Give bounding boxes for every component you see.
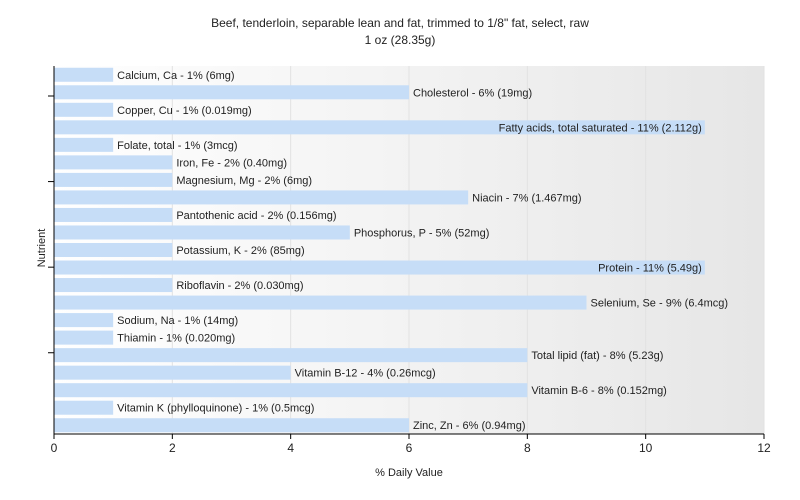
bar [54, 102, 114, 117]
bar [54, 295, 587, 310]
bar-label: Folate, total - 1% (3mcg) [117, 140, 237, 152]
bar-label: Iron, Fe - 2% (0.40mg) [176, 157, 287, 169]
bars-group: Calcium, Ca - 1% (6mg) Cholesterol - 6% (… [54, 67, 729, 433]
bar-label: Vitamin K (phylloquinone) - 1% (0.5mcg) [117, 403, 314, 415]
bar [54, 348, 528, 363]
bar-label: Sodium, Na - 1% (14mg) [117, 315, 238, 327]
bar-label: Copper, Cu - 1% (0.019mg) [117, 105, 252, 117]
x-tick-label: 0 [51, 441, 58, 455]
y-axis-label: Nutrient [36, 229, 48, 268]
bar-label: Pantothenic acid - 2% (0.156mg) [176, 210, 336, 222]
bar [54, 330, 114, 345]
bar [54, 400, 114, 415]
bar [54, 67, 114, 82]
bar-label: Vitamin B-12 - 4% (0.26mcg) [295, 368, 436, 380]
bar-label: Niacin - 7% (1.467mg) [472, 192, 581, 204]
bar [54, 120, 705, 135]
x-axis-label: % Daily Value [375, 467, 443, 479]
bar [54, 190, 469, 205]
x-tick-label: 4 [287, 441, 294, 455]
bar-label: Cholesterol - 6% (19mg) [413, 87, 532, 99]
x-tick-label: 8 [524, 441, 531, 455]
bar [54, 278, 173, 293]
x-tick-label: 10 [639, 441, 653, 455]
bar-label: Zinc, Zn - 6% (0.94mg) [413, 420, 525, 432]
bar [54, 418, 409, 433]
bar [54, 260, 705, 275]
bar [54, 137, 114, 152]
bar-label: Potassium, K - 2% (85mg) [176, 245, 304, 257]
bar-label: Protein - 11% (5.49g) [598, 263, 702, 275]
bar-label: Vitamin B-6 - 8% (0.152mg) [531, 385, 667, 397]
bar [54, 155, 173, 170]
bar [54, 383, 528, 398]
chart-title: Beef, tenderloin, separable lean and fat… [211, 16, 589, 30]
bar [54, 242, 173, 258]
chart-subtitle: 1 oz (28.35g) [365, 33, 436, 47]
axes-group: 0 2 4 6 8 10 12 [48, 66, 771, 455]
bar [54, 313, 114, 328]
x-tick-label: 6 [406, 441, 413, 455]
bar-label: Riboflavin - 2% (0.030mg) [176, 280, 303, 292]
bar-label: Calcium, Ca - 1% (6mg) [117, 70, 234, 82]
bar [54, 207, 173, 222]
bar-label: Total lipid (fat) - 8% (5.23g) [531, 350, 663, 362]
bar [54, 85, 409, 100]
bar-label: Magnesium, Mg - 2% (6mg) [176, 175, 312, 187]
bar-label: Selenium, Se - 9% (6.4mcg) [591, 298, 729, 310]
bar-label: Phosphorus, P - 5% (52mg) [354, 227, 490, 239]
x-tick-label: 12 [757, 441, 771, 455]
bar [54, 225, 350, 240]
bar-label: Thiamin - 1% (0.020mg) [117, 333, 235, 345]
bar [54, 172, 173, 187]
x-tick-label: 2 [169, 441, 176, 455]
bar [54, 365, 291, 380]
bar-label: Fatty acids, total saturated - 11% (2.11… [499, 122, 702, 134]
